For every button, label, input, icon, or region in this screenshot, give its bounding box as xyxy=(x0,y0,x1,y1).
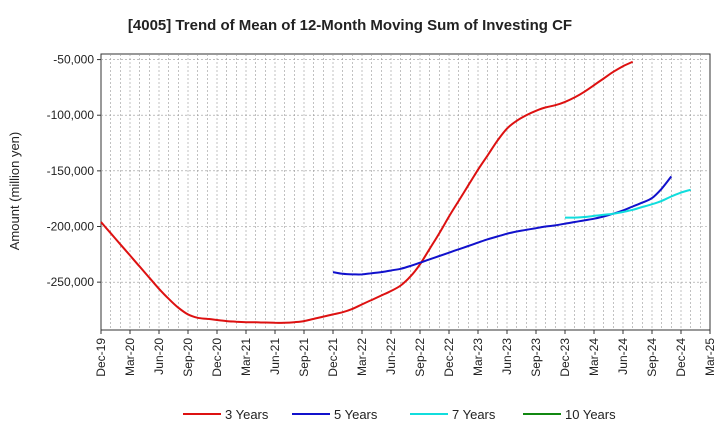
chart-title: [4005] Trend of Mean of 12-Month Moving … xyxy=(128,17,572,34)
x-tick-label: Dec-20 xyxy=(210,338,224,377)
x-tick-label: Mar-24 xyxy=(587,338,601,376)
y-axis-label: Amount (million yen) xyxy=(7,132,22,251)
x-tick-label: Sep-22 xyxy=(413,338,427,377)
x-tick-label: Jun-23 xyxy=(500,338,514,375)
y-tick-label: -50,000 xyxy=(53,53,94,67)
y-tick-label: -150,000 xyxy=(47,164,95,178)
x-tick-label: Mar-20 xyxy=(123,338,137,376)
x-tick-label: Dec-24 xyxy=(674,338,688,377)
x-tick-label: Mar-22 xyxy=(355,338,369,376)
x-tick-label: Dec-23 xyxy=(558,338,572,377)
x-tick-label: Dec-22 xyxy=(442,338,456,377)
x-tick-label: Jun-22 xyxy=(384,338,398,375)
x-tick-label: Mar-23 xyxy=(471,338,485,376)
legend-label-3-years: 3 Years xyxy=(225,407,269,422)
x-tick-label: Jun-20 xyxy=(152,338,166,375)
plot-area xyxy=(100,53,711,331)
series-line-7-years xyxy=(564,188,691,219)
series-line-3-years xyxy=(100,60,634,324)
x-tick-label: Mar-21 xyxy=(239,338,253,376)
legend-label-7-years: 7 Years xyxy=(452,407,496,422)
x-tick-label: Dec-21 xyxy=(326,338,340,377)
legend-label-5-years: 5 Years xyxy=(334,407,378,422)
x-tick-label: Dec-19 xyxy=(94,338,108,377)
x-tick-label: Mar-25 xyxy=(703,338,717,376)
x-tick-label: Sep-24 xyxy=(645,338,659,377)
x-tick-label: Sep-23 xyxy=(529,338,543,377)
y-tick-label: -250,000 xyxy=(47,275,95,289)
x-tick-label: Jun-24 xyxy=(616,338,630,375)
x-tick-label: Sep-21 xyxy=(297,338,311,377)
x-tick-label: Sep-20 xyxy=(181,338,195,377)
x-tick-label: Jun-21 xyxy=(268,338,282,375)
legend-label-10-years: 10 Years xyxy=(565,407,616,422)
y-tick-label: -200,000 xyxy=(47,220,95,234)
y-tick-label: -100,000 xyxy=(47,108,95,122)
